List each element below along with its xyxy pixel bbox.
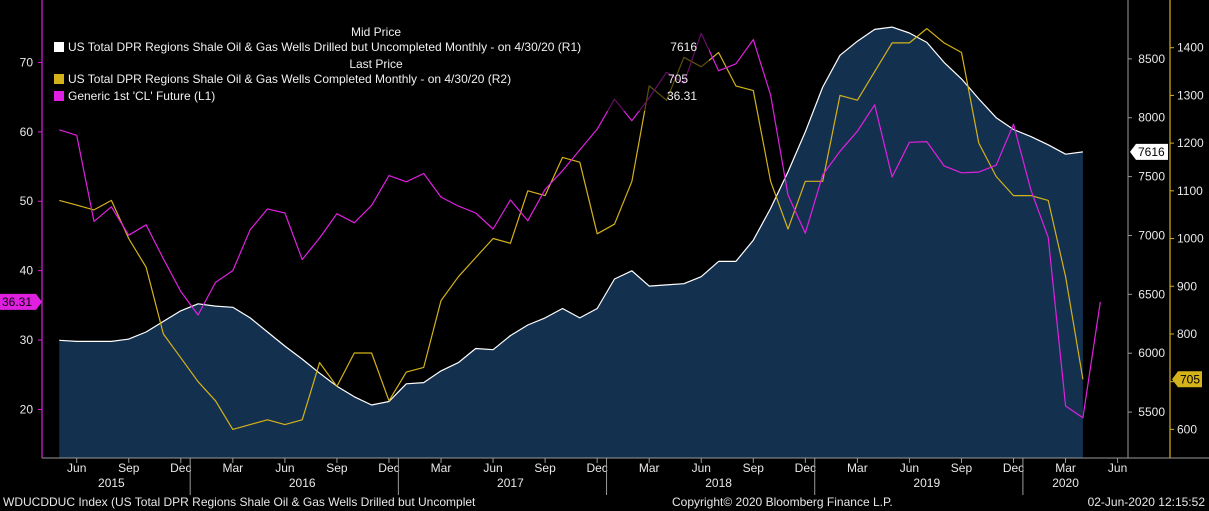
- x-axis-year-label: 2016: [289, 476, 316, 490]
- x-axis-year-label: 2017: [497, 476, 524, 490]
- x-axis-month-label: Mar: [847, 461, 868, 475]
- tag-completed-shape: [1172, 371, 1202, 388]
- x-axis-year-label: 2019: [913, 476, 940, 490]
- left-axis-tick-label: 30: [20, 333, 34, 347]
- x-axis-month-label: Mar: [431, 461, 452, 475]
- footer: WDUCDDUC Index (US Total DPR Regions Sha…: [3, 495, 1205, 509]
- x-axis-month-label: Jun: [692, 461, 711, 475]
- left-axis-tick-label: 40: [20, 264, 34, 278]
- legend-swatch-duc: [54, 42, 64, 52]
- legend: Mid Price US Total DPR Regions Shale Oil…: [45, 14, 709, 111]
- legend-label-duc: US Total DPR Regions Shale Oil & Gas Wel…: [68, 40, 581, 54]
- r2-axis-tick-label: 1000: [1177, 232, 1204, 246]
- r1-axis-tick-label: 6500: [1138, 287, 1165, 301]
- r2-axis-tick-label: 1400: [1177, 41, 1204, 55]
- x-axis-month-label: Jun: [483, 461, 502, 475]
- series-line-cl: [59, 32, 1101, 419]
- series-area-duc: [59, 27, 1083, 458]
- x-axis-month-label: Dec: [1003, 461, 1024, 475]
- legend-label-completed: US Total DPR Regions Shale Oil & Gas Wel…: [68, 72, 511, 86]
- footer-copyright: Copyright© 2020 Bloomberg Finance L.P.: [672, 495, 893, 509]
- x-axis-month-label: Sep: [118, 461, 140, 475]
- footer-ticker: WDUCDDUC Index (US Total DPR Regions Sha…: [3, 495, 476, 509]
- tag-cl-shape: [0, 293, 42, 310]
- legend-background: [45, 14, 709, 111]
- plot-area: [59, 26, 1101, 458]
- x-axis-year-label: 2018: [705, 476, 732, 490]
- x-axis-month-label: Dec: [378, 461, 399, 475]
- legend-header-mid: Mid Price: [351, 25, 401, 39]
- r1-axis-tick-label: 8000: [1138, 111, 1165, 125]
- legend-value-duc: 7616: [670, 40, 697, 54]
- axes: 20 30 40 50 60 70 5500 6000 6500 7000 7500 8000 8500…: [20, 0, 1209, 495]
- r2-axis-tick-label: 1100: [1177, 184, 1203, 198]
- x-axis-month-label: Dec: [795, 461, 816, 475]
- r1-axis-tick-label: 6000: [1138, 346, 1165, 360]
- x-axis-year-label: 2020: [1052, 476, 1079, 490]
- r2-axis-tick-label: 800: [1177, 327, 1197, 341]
- x-axis-month-label: Jun: [275, 461, 294, 475]
- left-axis-tick-label: 50: [20, 194, 34, 208]
- left-axis-tick-label: 20: [20, 402, 34, 416]
- x-axis-year-label: 2015: [98, 476, 125, 490]
- legend-swatch-cl: [54, 91, 64, 101]
- r2-axis-tick-label: 900: [1177, 279, 1197, 293]
- legend-value-cl: 36.31: [667, 89, 697, 103]
- legend-swatch-completed: [54, 74, 64, 84]
- x-axis-month-label: Jun: [900, 461, 919, 475]
- x-axis-month-label: Sep: [951, 461, 973, 475]
- x-axis-month-label: Sep: [534, 461, 556, 475]
- x-axis-month-label: Mar: [222, 461, 243, 475]
- legend-header-last: Last Price: [349, 57, 403, 71]
- r2-axis-tick-label: 600: [1177, 422, 1197, 436]
- tag-duc-text: 7616: [1138, 145, 1165, 159]
- series-line-duc: [59, 26, 1083, 406]
- r1-axis-tick-label: 5500: [1138, 405, 1165, 419]
- tag-duc-shape: [1130, 143, 1168, 160]
- r1-axis-tick-label: 8500: [1138, 52, 1165, 66]
- tag-completed-text: 705: [1180, 372, 1200, 386]
- x-axis-month-label: Sep: [326, 461, 348, 475]
- left-axis-tick-label: 60: [20, 125, 34, 139]
- last-value-tags: 7616 705 36.31: [0, 143, 1202, 388]
- x-axis-month-label: Jun: [1108, 461, 1127, 475]
- x-axis-month-label: Jun: [67, 461, 86, 475]
- r1-axis-tick-label: 7500: [1138, 170, 1165, 184]
- tag-cl-text: 36.31: [2, 295, 32, 309]
- legend-label-cl: Generic 1st 'CL' Future (L1): [68, 89, 215, 103]
- x-axis-month-label: Dec: [170, 461, 191, 475]
- x-axis-month-label: Mar: [1055, 461, 1076, 475]
- x-axis-month-label: Mar: [639, 461, 660, 475]
- footer-timestamp: 02-Jun-2020 12:15:52: [1088, 495, 1206, 509]
- legend-value-completed: 705: [668, 72, 688, 86]
- r1-axis-tick-label: 7000: [1138, 228, 1165, 242]
- x-axis-month-label: Sep: [743, 461, 765, 475]
- x-axis-month-label: Dec: [586, 461, 607, 475]
- left-axis-tick-label: 70: [20, 55, 34, 69]
- r2-axis-tick-label: 1300: [1177, 88, 1204, 102]
- r2-axis-tick-label: 1200: [1177, 136, 1204, 150]
